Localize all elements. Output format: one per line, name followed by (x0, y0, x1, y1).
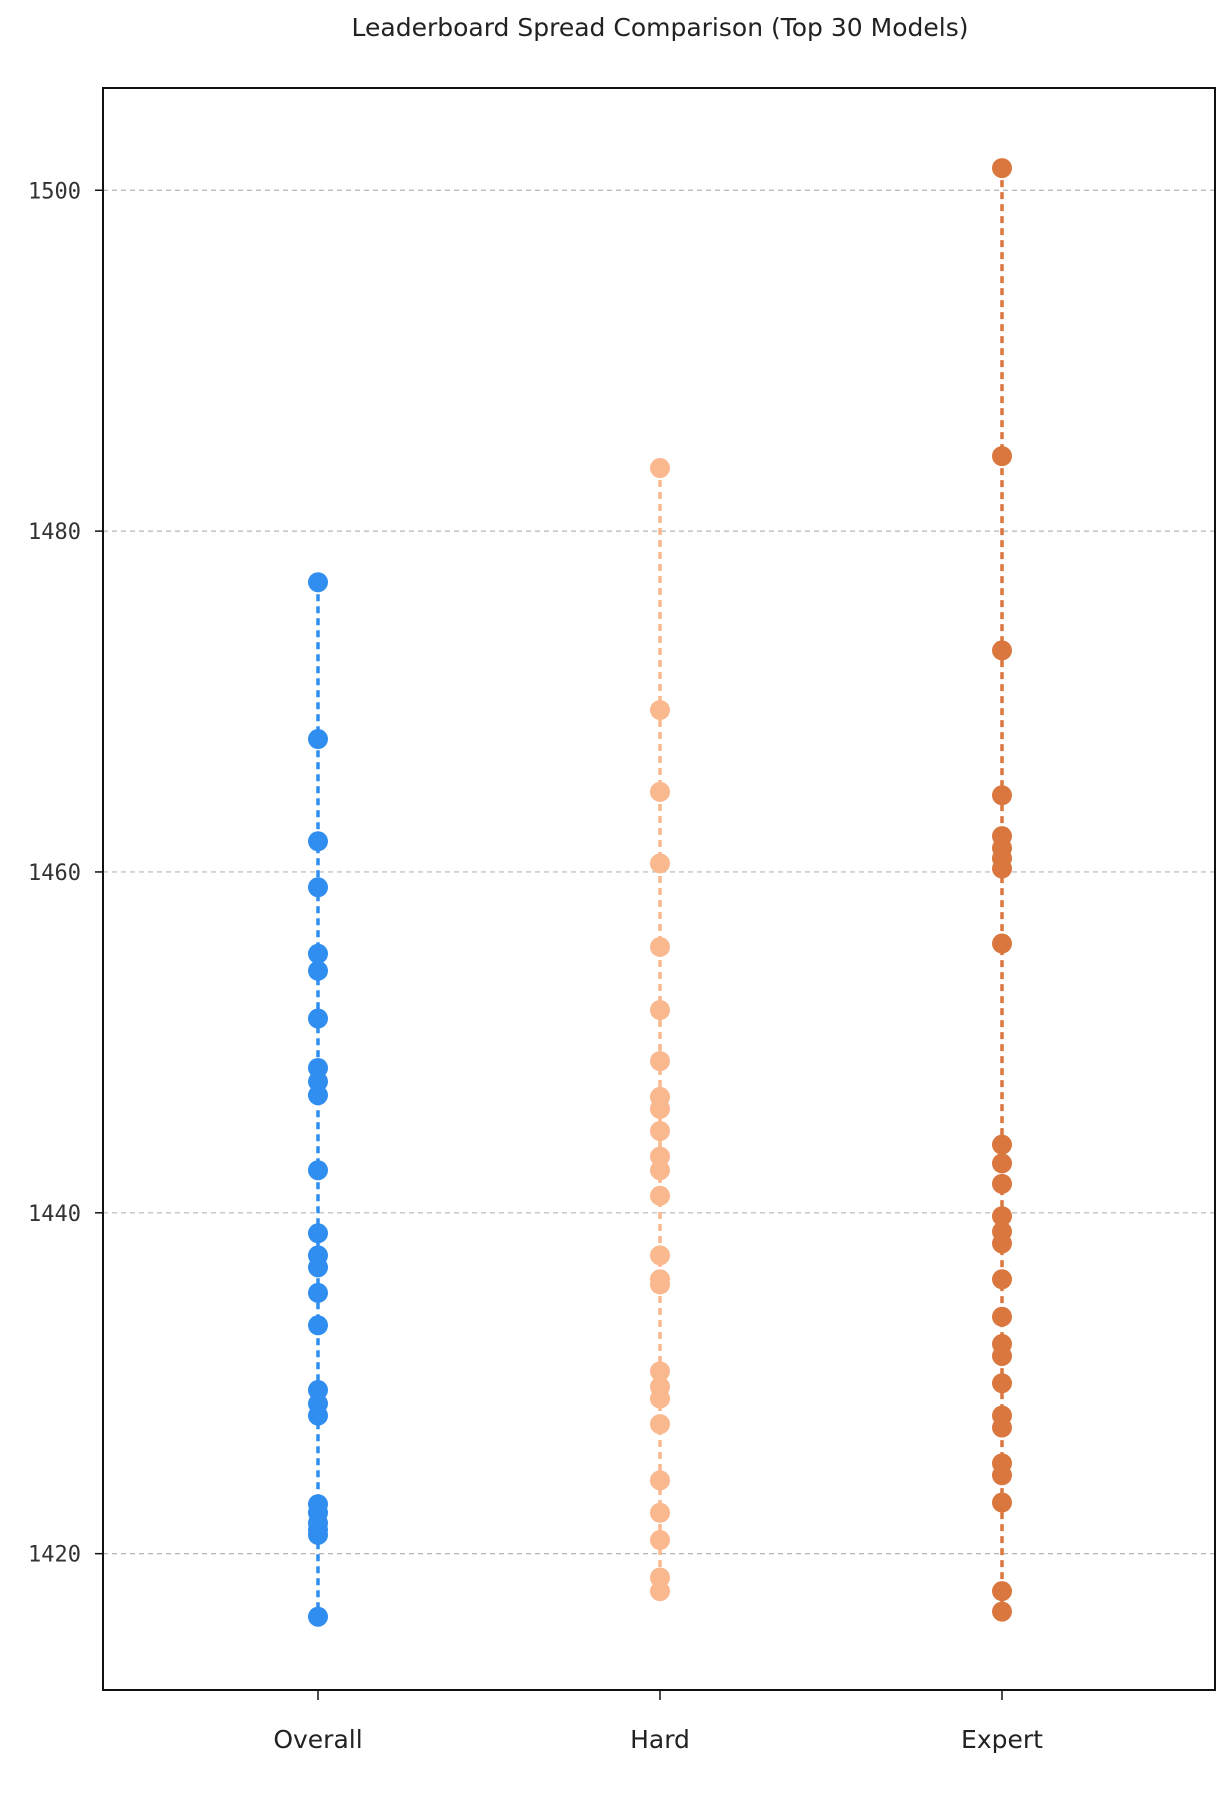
x-tick-label-expert: Expert (961, 1725, 1043, 1754)
point-hard (650, 1121, 670, 1142)
point-overall (308, 1524, 328, 1545)
point-expert (992, 1153, 1012, 1174)
point-hard (650, 1000, 670, 1021)
point-overall (308, 1223, 328, 1244)
y-tick-label: 1460 (28, 861, 81, 886)
point-expert (992, 785, 1012, 806)
point-expert (992, 446, 1012, 467)
point-overall (308, 877, 328, 898)
point-overall (308, 1405, 328, 1426)
point-overall (308, 1282, 328, 1303)
y-tick-label: 1440 (28, 1202, 81, 1227)
point-hard (650, 1098, 670, 1119)
point-expert (992, 1206, 1012, 1227)
point-overall (308, 1008, 328, 1029)
point-expert (992, 1345, 1012, 1366)
point-hard (650, 458, 670, 479)
point-expert (992, 1581, 1012, 1602)
point-hard (650, 1581, 670, 1602)
point-overall (308, 960, 328, 981)
point-hard (650, 1388, 670, 1409)
point-hard (650, 1502, 670, 1523)
y-tick-label: 1480 (28, 520, 81, 545)
point-expert (992, 1601, 1012, 1622)
y-axis: 1420 1440 1460 1480 1500 (28, 179, 103, 1568)
point-hard (650, 1245, 670, 1266)
point-overall (308, 831, 328, 852)
point-hard (650, 1414, 670, 1435)
point-expert (992, 858, 1012, 879)
point-hard (650, 1185, 670, 1206)
plot-frame (102, 87, 1216, 1691)
point-expert (992, 1492, 1012, 1513)
x-axis: Overall Hard Expert (273, 1690, 1043, 1754)
point-overall (308, 572, 328, 593)
point-hard (650, 700, 670, 721)
x-tick-label-hard: Hard (630, 1725, 690, 1754)
point-expert (992, 158, 1012, 179)
point-hard (650, 1160, 670, 1181)
point-overall (308, 1606, 328, 1627)
point-hard (650, 853, 670, 874)
point-hard (650, 1530, 670, 1551)
y-tick-label: 1500 (28, 179, 81, 204)
point-expert (992, 1465, 1012, 1486)
point-overall (308, 1257, 328, 1278)
point-hard (650, 1051, 670, 1072)
point-expert (992, 1233, 1012, 1254)
y-tick-label: 1420 (28, 1543, 81, 1568)
point-hard (650, 1470, 670, 1491)
point-expert (992, 1134, 1012, 1155)
point-expert (992, 1306, 1012, 1327)
point-expert (992, 933, 1012, 954)
chart-title: Leaderboard Spread Comparison (Top 30 Mo… (352, 13, 969, 42)
point-overall (308, 1160, 328, 1181)
point-expert (992, 1417, 1012, 1438)
point-expert (992, 640, 1012, 661)
point-hard (650, 1274, 670, 1295)
x-tick-label-overall: Overall (273, 1725, 362, 1754)
point-hard (650, 781, 670, 802)
point-hard (650, 936, 670, 957)
point-expert (992, 1173, 1012, 1194)
point-overall (308, 943, 328, 964)
point-overall (308, 1085, 328, 1106)
point-overall (308, 1315, 328, 1336)
point-overall (308, 729, 328, 750)
point-expert (992, 1269, 1012, 1290)
data-points (308, 158, 1012, 1627)
point-expert (992, 1373, 1012, 1394)
point-hard (650, 1361, 670, 1382)
